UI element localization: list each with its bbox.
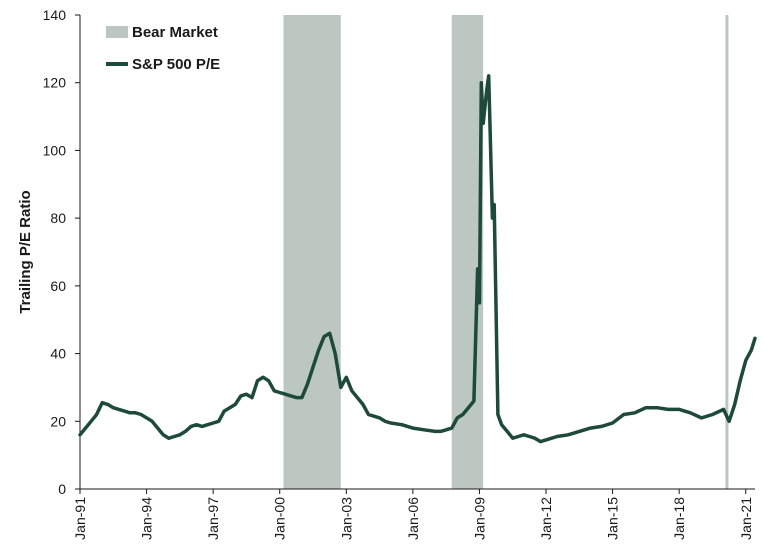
y-tick-label: 120 xyxy=(43,75,67,91)
x-tick-label: Jan-94 xyxy=(139,497,155,540)
bear-market-band-0 xyxy=(283,15,341,489)
x-tick-label: Jan-12 xyxy=(538,497,554,540)
y-tick-label: 20 xyxy=(50,413,66,429)
y-tick-label: 0 xyxy=(58,481,66,497)
x-tick-label: Jan-06 xyxy=(405,497,421,540)
axes xyxy=(79,15,755,490)
y-tick-label: 40 xyxy=(50,346,66,362)
y-tick-label: 100 xyxy=(43,142,67,158)
bear-market-band-2 xyxy=(725,15,729,489)
y-tick-label: 80 xyxy=(50,210,66,226)
series-line-sp500-pe xyxy=(78,74,757,444)
x-tick-label: Jan-00 xyxy=(272,497,288,540)
y-axis-ticks: 0 20 40 60 80 100 120 140 xyxy=(43,7,80,497)
y-axis-label: Trailing P/E Ratio xyxy=(17,190,34,313)
x-tick-label: Jan-15 xyxy=(605,497,621,540)
y-tick-label: 60 xyxy=(50,278,66,294)
legend-sp500-label: S&P 500 P/E xyxy=(132,56,220,73)
bear-market-shading xyxy=(283,15,729,489)
series-layer xyxy=(78,74,757,444)
legend-bear-market-label: Bear Market xyxy=(132,24,218,41)
legend-bear-market-swatch xyxy=(106,26,128,38)
x-tick-label: Jan-18 xyxy=(671,497,687,540)
y-tick-label: 140 xyxy=(43,7,67,23)
x-axis-ticks: Jan-91 Jan-94 Jan-97 Jan-00 Jan-03 Jan-06 Jan-… xyxy=(72,489,754,540)
x-tick-label: Jan-97 xyxy=(205,497,221,540)
x-tick-label: Jan-09 xyxy=(471,497,487,540)
x-tick-label: Jan-21 xyxy=(738,497,754,540)
legend: Bear Market S&P 500 P/E xyxy=(106,24,220,73)
x-tick-label: Jan-03 xyxy=(338,497,354,540)
x-tick-label: Jan-91 xyxy=(72,497,88,540)
